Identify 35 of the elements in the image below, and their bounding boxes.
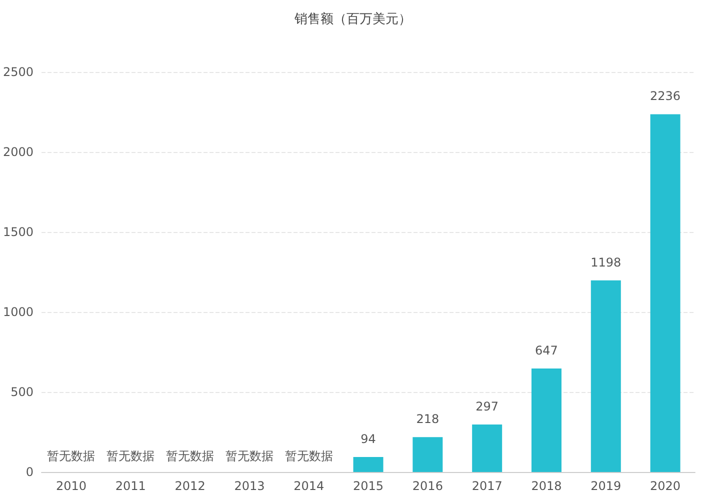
data-label: 297 [476,399,499,414]
x-tick-label: 2018 [531,479,562,493]
x-tick-label: 2010 [56,479,87,493]
y-tick-label: 500 [10,385,34,399]
x-tick-label: 2016 [412,479,443,493]
bar [472,424,502,472]
x-tick-label: 2015 [352,479,384,493]
data-label: 2236 [650,89,681,104]
text: 暂无数据 [47,449,96,463]
text: 暂无数据 [225,449,274,463]
text: 暂无数据 [284,449,333,463]
x-tick-label: 2013 [234,479,265,493]
x-tick-label: 2017 [472,479,502,493]
x-tick-label: 2019 [590,479,622,493]
x-tick-label: 2014 [294,479,324,493]
x-tick-label: 2020 [650,479,681,493]
y-tick-label: 2500 [2,65,34,79]
y-tick-label: 0 [26,465,34,479]
bar [412,437,443,472]
text: 暂无数据 [106,449,155,463]
y-tick-label: 1000 [2,305,34,319]
data-label: 94 [360,432,376,446]
x-tick-label: 2011 [115,479,146,493]
data-label: 1198 [590,255,622,270]
chart-title: 销售额（百万美元） [294,11,412,27]
data-label: 647 [535,343,558,358]
bar [590,280,621,472]
bar [531,368,562,472]
x-tick-label: 2012 [174,479,206,493]
y-tick-label: 1500 [2,225,34,239]
y-tick-label: 2000 [2,145,34,159]
data-label: 218 [416,412,440,426]
bar [353,456,384,472]
bar [650,114,680,472]
text: 暂无数据 [166,449,214,463]
